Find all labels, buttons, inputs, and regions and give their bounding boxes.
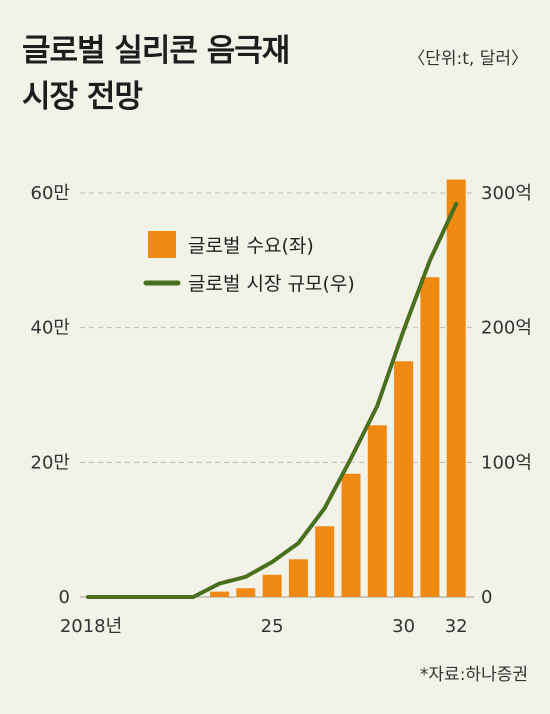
y-right-tick-label: 300억 <box>481 183 532 204</box>
y-left-tick-label: 0 <box>59 587 70 608</box>
x-tick-label: 25 <box>261 616 284 637</box>
y-left-tick-label: 20만 <box>31 452 70 473</box>
bar <box>446 179 466 598</box>
title-line-1: 글로벌 실리콘 음극재 <box>22 33 290 69</box>
y-right-tick-label: 0 <box>481 587 492 608</box>
source-note: *자료:하나증권 <box>419 665 528 685</box>
bar <box>262 574 282 597</box>
y-left-tick-label: 60만 <box>31 183 70 204</box>
y-right-tick-label: 200억 <box>481 318 532 339</box>
bars <box>210 179 466 598</box>
unit-label: 〈단위:t, 달러〉 <box>408 49 528 69</box>
x-tick-label: 2018년 <box>60 616 122 637</box>
legend-demand-label: 글로벌 수요(좌) <box>188 235 314 257</box>
bar <box>394 361 414 597</box>
bar <box>420 277 440 597</box>
bar <box>341 473 361 597</box>
bar <box>315 526 335 597</box>
chart-title: 글로벌 실리콘 음극재 시장 전망 <box>22 28 290 120</box>
line-series <box>86 201 459 599</box>
y-right-tick-label: 100억 <box>481 452 532 473</box>
title-line-2: 시장 전망 <box>22 79 143 115</box>
y-left-tick-label: 40만 <box>31 318 70 339</box>
bar <box>367 425 387 597</box>
x-tick-label: 32 <box>445 616 468 637</box>
legend-market-label: 글로벌 시장 규모(우) <box>188 273 355 295</box>
bar <box>236 588 256 597</box>
x-tick-label: 30 <box>392 616 415 637</box>
legend: 글로벌 수요(좌) 글로벌 시장 규모(우) <box>143 231 355 295</box>
y-axis-right: 0 100억 200억 300억 <box>481 183 532 608</box>
x-axis: 2018년 25 30 32 <box>60 616 468 637</box>
bar <box>210 591 229 597</box>
bar <box>288 559 308 597</box>
y-axis-left: 0 20만 40만 60만 <box>31 183 70 608</box>
legend-bar-swatch <box>148 231 176 258</box>
market-size-line <box>86 201 459 599</box>
